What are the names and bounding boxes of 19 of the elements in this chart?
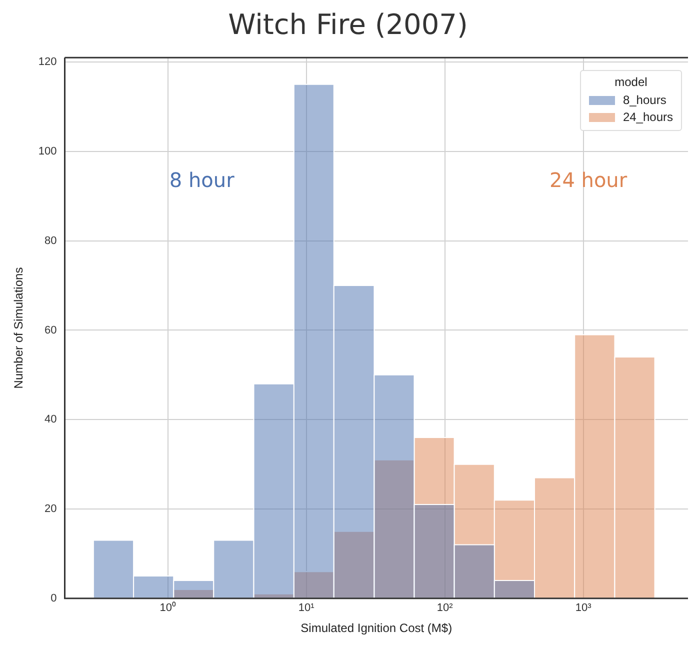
- x-axis-title: Simulated Ignition Cost (M$): [300, 621, 452, 636]
- annotation: 24 hour: [549, 168, 628, 192]
- x-tick-label: 10⁰: [160, 601, 176, 614]
- y-tick-label: 20: [44, 503, 57, 516]
- y-tick-label: 100: [38, 145, 57, 158]
- y-tick-label: 120: [38, 56, 57, 68]
- x-tick-label: 10³: [575, 602, 592, 614]
- legend-label: 24_hours: [622, 109, 673, 126]
- legend-title: model: [614, 75, 648, 89]
- y-tick-label: 60: [44, 324, 57, 336]
- x-tick-label: 10¹: [298, 602, 315, 614]
- y-axis-title: Number of Simulations: [12, 267, 26, 389]
- chart-title: Witch Fire (2007): [228, 8, 468, 42]
- y-tick-label: 0: [50, 592, 57, 604]
- legend-label: 8_hours: [622, 92, 666, 109]
- x-tick-label: 10²: [436, 602, 454, 614]
- y-tick-label: 80: [44, 234, 57, 247]
- annotation: 8 hour: [169, 168, 236, 192]
- y-tick-label: 40: [44, 414, 57, 426]
